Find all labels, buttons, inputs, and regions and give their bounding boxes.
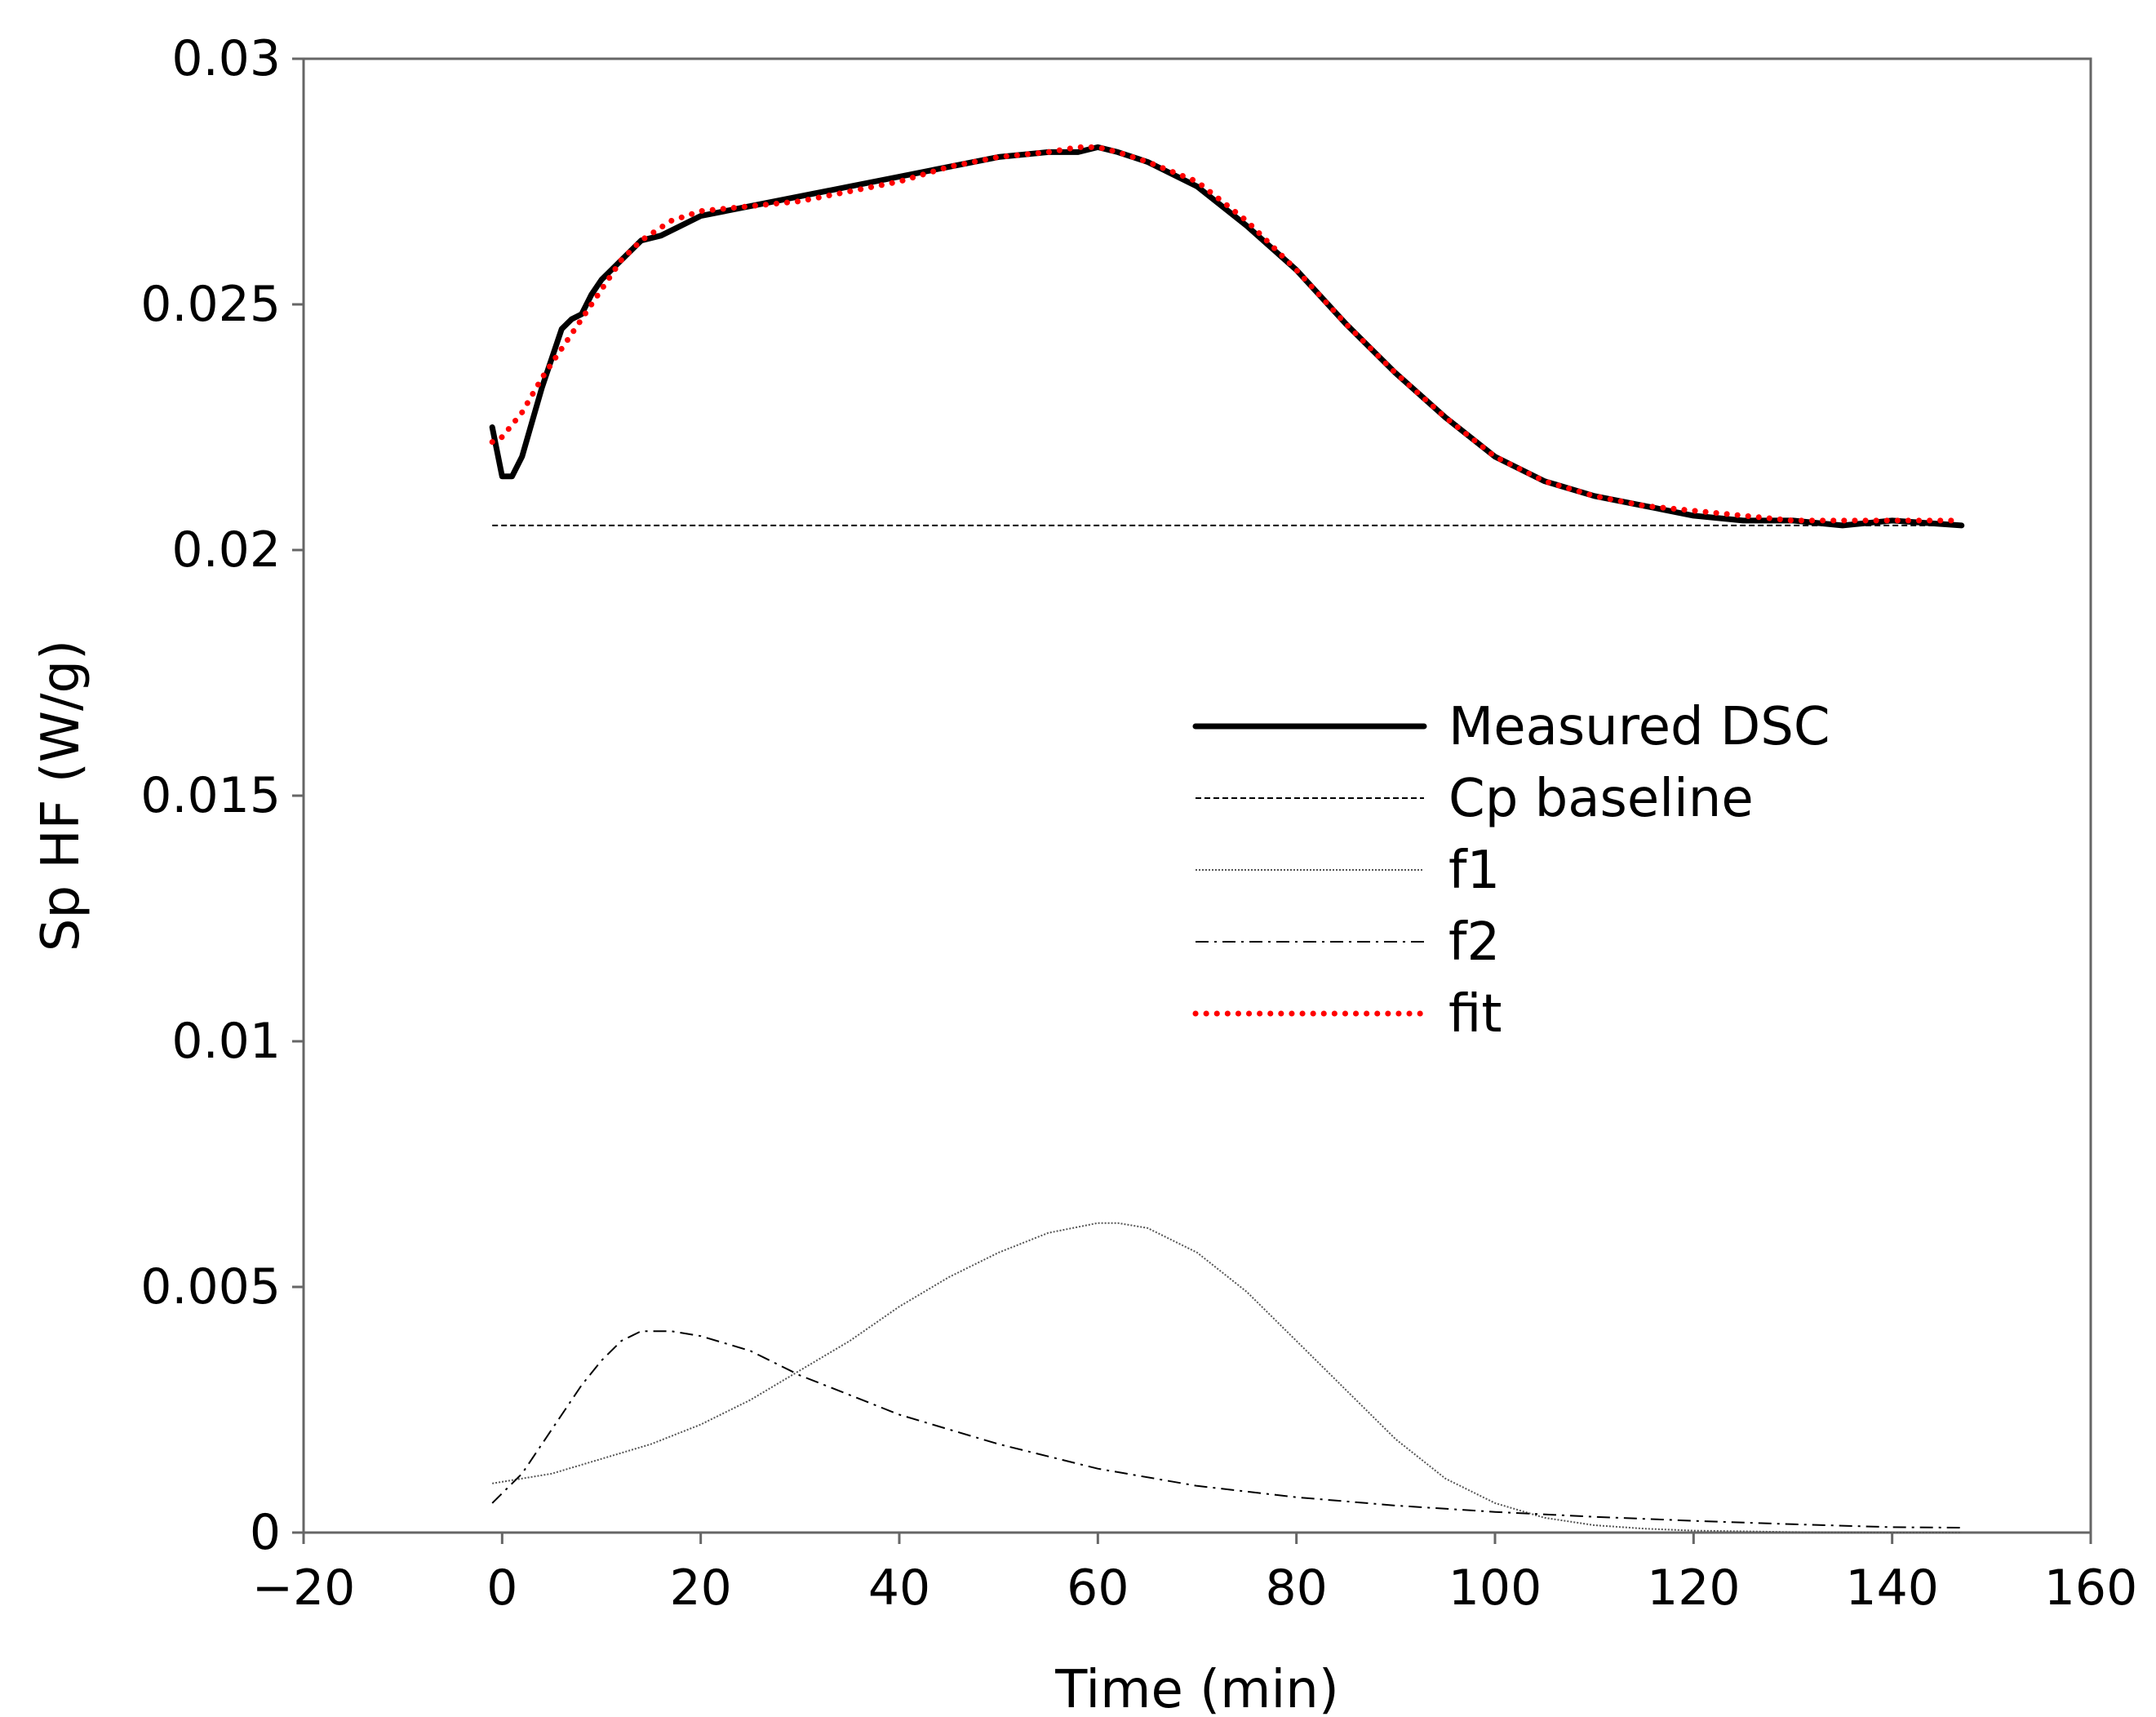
x-axis-title: Time (min) [1054, 1660, 1339, 1717]
x-tick-label: 100 [1448, 1559, 1542, 1617]
legend-label-fit: fit [1448, 984, 1502, 1045]
x-tick-label: −20 [252, 1559, 356, 1617]
legend-label-measured-dsc: Measured DSC [1448, 697, 1830, 757]
series-line-f2 [491, 1330, 1962, 1528]
x-tick-label: 60 [1067, 1559, 1129, 1617]
y-axis-title: Sp HF (W/g) [31, 640, 91, 952]
x-tick-label: 140 [1845, 1559, 1939, 1617]
x-tick-label: 20 [669, 1559, 731, 1617]
legend-label-cp-baseline: Cp baseline [1448, 769, 1754, 829]
y-tick-label: 0.03 [171, 30, 281, 87]
legend: Measured DSC Cp baseline f1 f2 fit [1192, 697, 1830, 1045]
plot-frame [302, 57, 2092, 1534]
y-tick-label: 0.015 [140, 767, 281, 824]
x-tick-label: 160 [2044, 1559, 2138, 1617]
x-axis: −20 0 20 40 60 80 100 120 140 160 [252, 1533, 2138, 1617]
y-tick-label: 0.005 [140, 1258, 281, 1315]
y-tick-label: 0.02 [171, 521, 281, 579]
y-axis: 0 0.005 0.01 0.015 0.02 0.025 0.03 [140, 30, 304, 1561]
y-tick-label: 0.025 [140, 276, 281, 333]
x-tick-label: 40 [868, 1559, 930, 1617]
legend-label-f2: f2 [1448, 912, 1500, 973]
y-tick-label: 0 [250, 1504, 281, 1561]
series-line-f1 [492, 1222, 1962, 1533]
x-tick-label: 0 [486, 1559, 517, 1617]
x-tick-label: 120 [1647, 1559, 1741, 1617]
x-tick-label: 80 [1265, 1559, 1327, 1617]
legend-label-f1: f1 [1448, 841, 1500, 901]
series-layer [489, 144, 1965, 1533]
series-line-fit [489, 144, 1965, 524]
y-tick-label: 0.01 [171, 1013, 281, 1070]
